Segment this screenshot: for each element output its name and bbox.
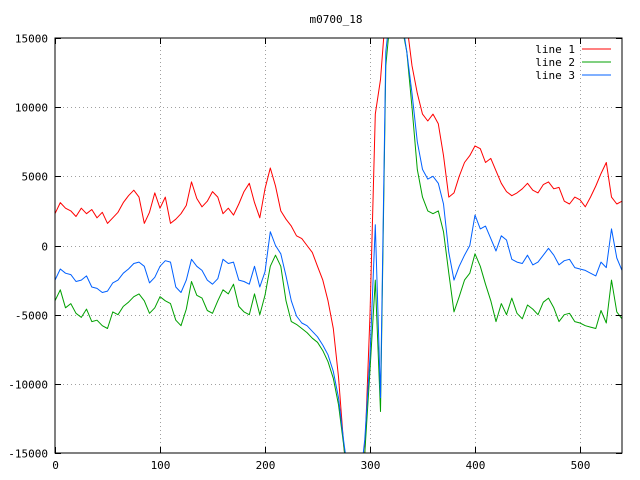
legend-label-3: line 3 xyxy=(535,69,575,82)
x-tick-label: 0 xyxy=(52,459,59,472)
y-tick-label: -15000 xyxy=(8,448,48,461)
y-tick-label: 0 xyxy=(41,241,48,254)
series-line-1 xyxy=(55,38,622,453)
y-tick-label: -10000 xyxy=(8,379,48,392)
y-tick-label: 10000 xyxy=(15,102,48,115)
chart-title: m0700_18 xyxy=(310,13,363,26)
series-layer xyxy=(55,38,622,453)
x-tick-label: 500 xyxy=(571,459,591,472)
series-line-2 xyxy=(55,38,622,453)
legend-label-2: line 2 xyxy=(535,56,575,69)
y-tick-label: -5000 xyxy=(15,310,48,323)
grid xyxy=(55,38,622,453)
plot-frame xyxy=(54,37,623,454)
x-tick-label: 100 xyxy=(151,459,171,472)
x-tick-label: 300 xyxy=(361,459,381,472)
axes: 0 100 200 300 400 500 -15000 -10000 -5000 0 5000 10… xyxy=(8,33,622,472)
x-tick-label: 200 xyxy=(256,459,276,472)
legend-label-1: line 1 xyxy=(535,43,575,56)
series-line-3 xyxy=(55,38,622,453)
y-tick-label: 15000 xyxy=(15,33,48,46)
y-tick-label: 5000 xyxy=(22,171,49,184)
x-tick-label: 400 xyxy=(466,459,486,472)
